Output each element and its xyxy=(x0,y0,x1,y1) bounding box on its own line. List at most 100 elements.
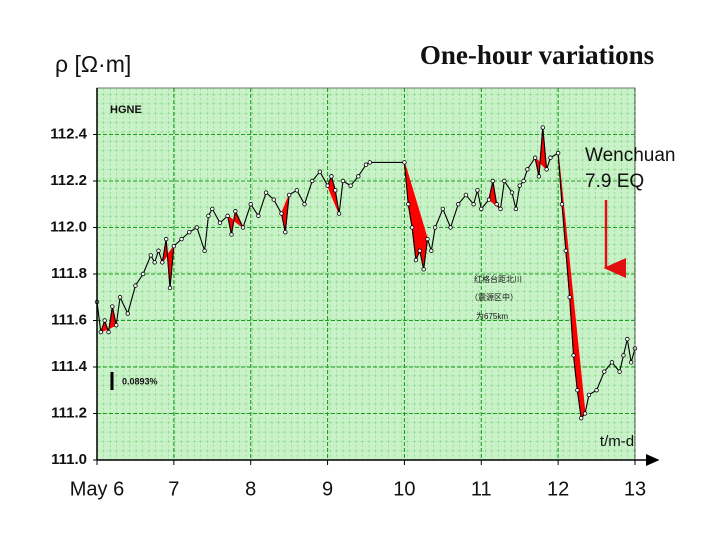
data-point xyxy=(171,243,177,249)
data-point xyxy=(340,178,346,184)
data-line xyxy=(96,127,636,420)
data-point xyxy=(432,225,438,230)
data-point xyxy=(421,267,426,272)
data-point xyxy=(456,202,461,207)
data-point xyxy=(356,174,361,179)
data-point xyxy=(586,392,592,398)
x-axis-label: t/m-d xyxy=(600,433,634,450)
chart-title: One-hour variations xyxy=(420,40,654,70)
y-tick-label: 112.4 xyxy=(50,125,87,142)
data-point xyxy=(502,178,507,184)
data-point xyxy=(513,206,519,212)
station-label: HGNE xyxy=(110,104,142,116)
data-point xyxy=(406,202,411,207)
distance-note: 红格台距北川 xyxy=(474,274,522,284)
data-point xyxy=(409,225,415,230)
data-point xyxy=(567,295,572,300)
x-tick-label: May 6 xyxy=(70,478,124,500)
data-point xyxy=(279,211,284,216)
data-point xyxy=(206,213,211,219)
data-point xyxy=(602,369,607,374)
distance-note: 为675km xyxy=(476,311,508,321)
data-point xyxy=(286,192,292,198)
data-point xyxy=(106,329,111,335)
scale-note: 0.0893% xyxy=(122,376,158,386)
data-point xyxy=(402,160,407,165)
data-point xyxy=(594,388,599,393)
y-tick-label: 111.4 xyxy=(51,358,88,375)
data-point xyxy=(490,178,496,184)
data-point xyxy=(532,155,538,160)
data-point xyxy=(102,318,107,323)
data-point xyxy=(555,150,561,156)
data-point xyxy=(625,336,630,342)
data-point xyxy=(609,360,615,365)
data-point xyxy=(548,155,553,160)
data-point xyxy=(413,257,419,263)
data-point xyxy=(617,369,622,374)
data-point xyxy=(98,329,104,335)
data-point xyxy=(163,236,169,242)
data-point xyxy=(494,202,499,207)
data-point xyxy=(263,190,269,195)
data-point xyxy=(367,160,373,165)
annotation: Wenchuan xyxy=(585,145,676,166)
data-point xyxy=(571,353,576,358)
data-point xyxy=(117,295,123,300)
data-point xyxy=(271,197,276,202)
data-point xyxy=(160,260,165,265)
data-point xyxy=(179,236,184,242)
annotation: 7.9 EQ xyxy=(585,171,644,192)
data-point xyxy=(333,188,338,193)
x-tick-label: 7 xyxy=(168,478,179,500)
data-point xyxy=(509,190,515,195)
data-point xyxy=(202,248,207,253)
data-point xyxy=(317,169,323,174)
data-point xyxy=(329,174,334,179)
x-tick-label: 8 xyxy=(245,478,256,500)
y-tick-label: 111.0 xyxy=(51,451,87,468)
data-point xyxy=(240,225,246,230)
data-point xyxy=(521,178,526,184)
data-point xyxy=(194,225,200,230)
data-point xyxy=(310,178,315,184)
data-point xyxy=(225,213,230,219)
data-point xyxy=(544,167,549,172)
data-point xyxy=(125,311,130,316)
data-point xyxy=(425,236,430,242)
data-point xyxy=(575,388,580,393)
x-tick-label: 9 xyxy=(322,478,333,500)
data-point xyxy=(429,248,434,253)
data-point xyxy=(233,209,238,214)
data-point xyxy=(348,183,353,188)
data-point xyxy=(471,202,476,207)
data-point xyxy=(210,206,215,212)
data-point xyxy=(152,260,157,265)
data-point xyxy=(248,202,253,207)
data-point xyxy=(229,232,234,237)
data-point xyxy=(133,283,138,288)
data-point xyxy=(628,360,634,365)
data-point xyxy=(525,167,530,172)
data-point xyxy=(540,125,545,130)
x-tick-label: 10 xyxy=(393,478,415,500)
data-point xyxy=(517,183,522,188)
data-point xyxy=(140,271,146,277)
y-axis-label: ρ [Ω·m] xyxy=(55,51,131,77)
data-point xyxy=(363,162,369,167)
y-tick-label: 111.6 xyxy=(51,311,87,328)
data-point xyxy=(187,229,192,235)
data-point xyxy=(110,304,115,309)
data-point xyxy=(217,220,223,226)
distance-note: （震源区中） xyxy=(470,292,518,302)
data-point xyxy=(302,202,307,207)
data-point xyxy=(336,211,342,216)
data-point xyxy=(440,206,446,212)
y-tick-label: 112.2 xyxy=(50,172,87,189)
data-point xyxy=(559,202,565,207)
data-point xyxy=(417,248,422,253)
data-point xyxy=(486,197,492,202)
data-point xyxy=(294,188,300,193)
x-tick-label: 11 xyxy=(471,478,492,500)
